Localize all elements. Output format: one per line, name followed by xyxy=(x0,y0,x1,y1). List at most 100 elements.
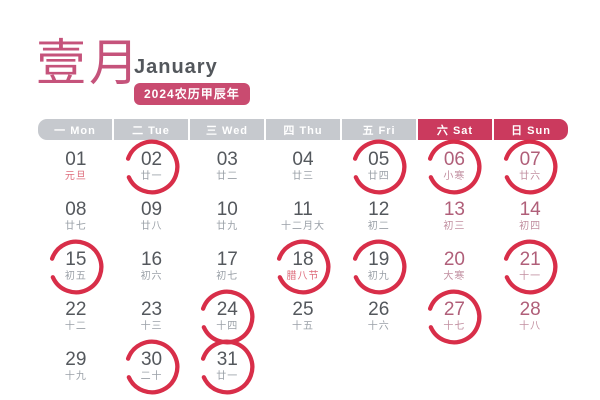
day-number: 22 xyxy=(65,299,87,320)
day-cell-06[interactable]: 06 小寒 xyxy=(417,139,493,195)
weekday-header-3: 四 Thu xyxy=(266,119,340,140)
lunar-date-label: 初七 xyxy=(216,271,239,282)
lunar-date-label: 廿一 xyxy=(140,171,163,182)
day-cell-24[interactable]: 24 十四 xyxy=(189,289,265,345)
lunar-date-label: 初四 xyxy=(519,221,542,232)
day-cell-10[interactable]: 10 廿九 xyxy=(189,194,265,244)
day-cell-01[interactable]: 01 元旦 xyxy=(38,144,114,194)
day-number: 25 xyxy=(292,299,314,320)
day-cell-30[interactable]: 30 二十 xyxy=(114,339,190,395)
day-cell-31[interactable]: 31 廿一 xyxy=(189,339,265,395)
day-number: 16 xyxy=(140,249,163,270)
day-number: 26 xyxy=(368,299,390,320)
day-number: 15 xyxy=(65,249,87,270)
lunar-date-label: 十五 xyxy=(291,321,314,332)
title-right-block: January 2024农历甲辰年 xyxy=(134,56,250,105)
day-number: 19 xyxy=(368,249,390,270)
lunar-date-label: 初五 xyxy=(64,271,87,282)
day-number: 07 xyxy=(519,149,541,170)
day-cell-07[interactable]: 07 廿六 xyxy=(492,139,568,195)
day-number: 13 xyxy=(443,199,465,220)
day-cell-29[interactable]: 29 十九 xyxy=(38,344,114,394)
day-cell-19[interactable]: 19 初九 xyxy=(341,239,417,295)
day-number: 14 xyxy=(519,199,541,220)
day-cell-25[interactable]: 25 十五 xyxy=(265,294,341,344)
day-cell-21[interactable]: 21 十一 xyxy=(492,239,568,295)
lunar-date-label: 十一 xyxy=(519,271,542,282)
lunar-date-label: 十七 xyxy=(443,321,466,332)
lunar-date-label: 十四 xyxy=(216,321,239,332)
lunar-date-label: 十九 xyxy=(64,371,87,382)
holiday-label: 元旦 xyxy=(64,171,87,182)
day-cell-09[interactable]: 09 廿八 xyxy=(114,194,190,244)
day-number: 08 xyxy=(65,199,87,220)
day-cell-02[interactable]: 02 廿一 xyxy=(114,139,190,195)
weekday-header-0: 一 Mon xyxy=(38,119,112,140)
day-number: 01 xyxy=(65,149,87,170)
day-number: 23 xyxy=(140,299,163,320)
day-cell-11[interactable]: 11 十二月大 xyxy=(265,194,341,244)
weekday-header-1: 二 Tue xyxy=(114,119,188,140)
year-badge: 2024农历甲辰年 xyxy=(134,83,250,105)
lunar-date-label: 初六 xyxy=(140,271,163,282)
lunar-date-label: 廿四 xyxy=(367,171,390,182)
day-number: 04 xyxy=(292,149,314,170)
day-cell-14[interactable]: 14 初四 xyxy=(492,194,568,244)
day-number: 31 xyxy=(216,349,238,370)
day-cell-13[interactable]: 13 初三 xyxy=(417,194,493,244)
day-number: 09 xyxy=(140,199,163,220)
day-cell-05[interactable]: 05 廿四 xyxy=(341,139,417,195)
lunar-date-label: 十二月大 xyxy=(280,221,325,232)
day-cell-23[interactable]: 23 十三 xyxy=(114,294,190,344)
day-cell-17[interactable]: 17 初七 xyxy=(189,244,265,294)
day-number: 21 xyxy=(519,249,541,270)
lunar-date-label: 十三 xyxy=(140,321,163,332)
day-number: 05 xyxy=(368,149,390,170)
holiday-label: 大寒 xyxy=(443,271,466,282)
day-number: 29 xyxy=(65,349,87,370)
month-title-en: January xyxy=(134,56,218,78)
day-number: 11 xyxy=(293,199,313,220)
day-cell-12[interactable]: 12 初二 xyxy=(341,194,417,244)
lunar-date-label: 初九 xyxy=(367,271,390,282)
weekday-header-5: 六 Sat xyxy=(418,119,492,140)
holiday-label: 小寒 xyxy=(443,171,466,182)
weekday-header-6: 日 Sun xyxy=(494,119,568,140)
lunar-date-label: 廿六 xyxy=(519,171,542,182)
lunar-date-label: 廿七 xyxy=(64,221,87,232)
lunar-date-label: 初二 xyxy=(367,221,390,232)
day-number: 03 xyxy=(216,149,238,170)
day-cell-08[interactable]: 08 廿七 xyxy=(38,194,114,244)
day-number: 24 xyxy=(216,299,238,320)
day-cell-03[interactable]: 03 廿二 xyxy=(189,144,265,194)
day-cell-18[interactable]: 18 腊八节 xyxy=(265,239,341,295)
day-number: 12 xyxy=(368,199,390,220)
day-number: 18 xyxy=(292,249,314,270)
day-cell-28[interactable]: 28 十八 xyxy=(492,294,568,344)
day-number: 30 xyxy=(140,349,163,370)
day-number: 20 xyxy=(443,249,465,270)
lunar-date-label: 廿一 xyxy=(216,371,239,382)
lunar-date-label: 廿二 xyxy=(216,171,239,182)
day-cell-27[interactable]: 27 十七 xyxy=(417,289,493,345)
day-cell-15[interactable]: 15 初五 xyxy=(38,239,114,295)
day-cell-16[interactable]: 16 初六 xyxy=(114,244,190,294)
weekday-header-4: 五 Fri xyxy=(342,119,416,140)
day-number: 28 xyxy=(519,299,541,320)
month-title-cn: 壹月 xyxy=(36,35,142,91)
day-cell-22[interactable]: 22 十二 xyxy=(38,294,114,344)
day-number: 02 xyxy=(140,149,163,170)
day-number: 27 xyxy=(443,299,465,320)
lunar-date-label: 初三 xyxy=(443,221,466,232)
weekday-header-2: 三 Wed xyxy=(190,119,264,140)
day-cell-26[interactable]: 26 十六 xyxy=(341,294,417,344)
day-cell-20[interactable]: 20 大寒 xyxy=(417,244,493,294)
day-number: 17 xyxy=(216,249,238,270)
day-cell-04[interactable]: 04 廿三 xyxy=(265,144,341,194)
lunar-date-label: 十八 xyxy=(519,321,542,332)
lunar-date-label: 廿三 xyxy=(291,171,314,182)
day-number: 10 xyxy=(216,199,238,220)
lunar-date-label: 二十 xyxy=(140,371,163,382)
calendar-grid: 01 元旦 02 廿一 03 廿二 04 廿三 05 廿四 06 小寒 07 廿六 08 廿七 09 廿八 10 廿九… xyxy=(38,139,568,395)
holiday-label: 腊八节 xyxy=(286,271,320,282)
